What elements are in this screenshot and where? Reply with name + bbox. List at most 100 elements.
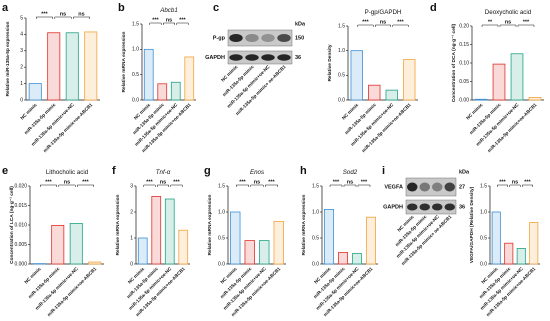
blot-band [277,54,291,61]
y-tick-label: 1.0 [132,47,139,53]
significance-label: ns [64,180,70,186]
y-tick-label: 0.005 [14,242,27,248]
bar [529,221,539,265]
significance-bracket [54,16,72,19]
significance-label: ns [60,12,66,18]
panel-letter: a [2,2,9,14]
y-axis-label: Relative mRNA expression [115,194,121,255]
bar [178,229,189,265]
x-tick-label: NC mimic [19,102,38,121]
significance-label: *** [524,180,531,186]
significance-label: *** [82,180,89,186]
significance-bracket [375,24,391,27]
y-tick-label: 3 [20,48,23,54]
chart-title: Abcb1 [159,7,178,14]
blot-band [229,54,243,61]
y-tick-label: 0.20 [459,23,469,29]
chart-title: Deoxycholic acid [485,9,532,16]
bar [368,84,381,101]
significance-bracket [40,184,57,187]
y-tick-label: 0.020 [14,183,27,189]
significance-label: *** [523,20,530,26]
significance-bracket [149,22,162,25]
significance-label: ns [254,180,260,186]
y-tick-label: 0 [130,261,133,267]
y-axis-label: Concentration of DCA (ng·g⁻¹ cell) [451,23,457,102]
bar [69,223,83,265]
y-tick-label: 2 [130,209,133,215]
bar [385,89,398,101]
y-tick-label: 4 [20,32,23,38]
y-tick-label: 0.05 [459,79,469,85]
significance-label: *** [146,180,153,186]
significance-label: *** [173,180,180,186]
blot-band [407,182,418,192]
significance-label: ns [380,20,386,26]
significance-label: *** [499,180,506,186]
blot-band-label: VEGFA [384,184,403,190]
significance-bracket [392,24,409,27]
y-tick-label: 0.5 [132,72,139,78]
y-tick-label: 0.5 [218,235,225,241]
blot-band [444,203,455,211]
y-tick-label: 0.000 [14,261,27,267]
blot-size: 27 [459,184,465,190]
y-axis-label: Concentration of LCA (ng·g⁻¹ cell) [9,186,15,264]
y-tick-label: 0.15 [459,42,469,48]
bar [230,211,241,265]
bar [170,81,181,101]
chart-title: Sod2 [343,169,358,176]
bar [244,240,255,265]
y-tick-label: 1.0 [218,209,225,215]
blot-band [407,203,418,211]
blot-background [405,199,457,215]
significance-bracket [343,184,357,187]
y-tick-label: 0.5 [312,235,319,241]
significance-bracket [163,22,175,25]
bar [528,97,542,101]
significance-bracket [143,184,156,187]
significance-label: *** [179,18,186,24]
significance-label: ns [166,18,172,24]
panel-letter: c [213,2,219,14]
bar [504,242,514,265]
bar [84,31,98,101]
bar [88,261,102,265]
y-axis-label: Relative mRNA expression [121,31,127,92]
blot-band [261,54,275,61]
significance-bracket [236,184,249,187]
blot-size: 150 [295,35,304,41]
y-axis-label: Relative mRNA expression [301,194,307,255]
y-tick-label: 3 [130,183,133,189]
blot-size: 36 [295,55,301,61]
significance-label: *** [333,180,340,186]
blot-band [245,34,259,42]
panel-letter: e [2,165,8,177]
blot-unit: kDa [295,21,306,27]
panel-letter: b [118,2,125,14]
significance-label: ns [347,180,353,186]
bar [143,48,154,101]
significance-label: ** [488,20,493,26]
y-axis-label: Relative miR-135a-5p expression [5,21,11,96]
bar [510,53,524,101]
y-tick-label: 0.10 [459,60,469,66]
blot-band [432,182,443,192]
significance-bracket [157,184,169,187]
bar [492,63,506,101]
blot-band [419,182,430,192]
chart-title: Lithocholic acid [46,169,89,176]
significance-label: *** [362,20,369,26]
significance-bracket [497,184,508,187]
y-tick-label: 1.5 [218,183,225,189]
panel-letter: d [430,2,437,14]
significance-label: *** [45,180,52,186]
blot-band [229,34,243,42]
significance-bracket [522,184,533,187]
significance-label: ns [512,180,518,186]
panel-letter: i [382,165,385,177]
significance-bracket [265,184,278,187]
bar [474,98,488,101]
blot-band-label: GAPDH [205,55,225,61]
panel-letter: h [300,165,307,177]
